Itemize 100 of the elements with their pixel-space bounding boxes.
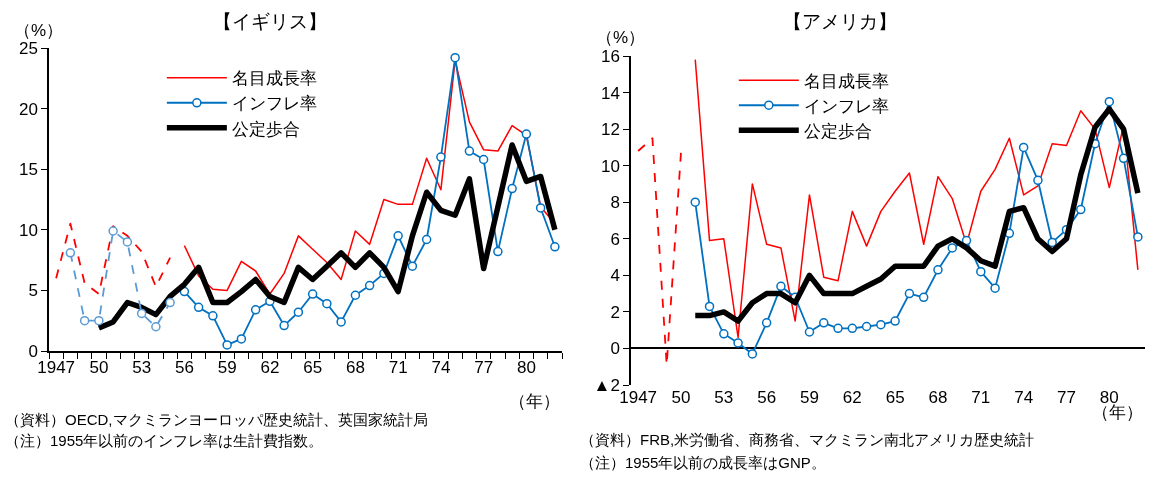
y-tick-label: 20	[18, 99, 38, 119]
point	[933, 265, 943, 275]
point	[350, 290, 361, 300]
point	[65, 248, 76, 258]
point	[407, 261, 418, 271]
x-tick-label: 59	[217, 358, 237, 378]
point	[833, 323, 843, 334]
y-tick-label: 0	[28, 341, 38, 361]
point	[535, 203, 546, 213]
point	[108, 226, 118, 236]
point	[94, 315, 104, 326]
y-tick-label: 2	[610, 302, 620, 322]
point	[904, 288, 915, 299]
point	[1118, 153, 1129, 164]
y-tick-label: 4	[610, 266, 620, 286]
point	[976, 266, 986, 277]
y-tick-label: 5	[28, 281, 38, 301]
point	[493, 246, 503, 257]
x-tick-label: 77	[1057, 388, 1076, 407]
x-tick-label: 74	[431, 358, 451, 378]
point	[307, 289, 318, 299]
point	[947, 243, 957, 253]
point	[733, 338, 743, 348]
y-tick-label: 14	[600, 83, 620, 103]
x-tick-label: 74	[1014, 388, 1034, 407]
point	[776, 281, 786, 292]
y-tick-label: 6	[610, 229, 620, 249]
text: （注）1955年以前のインフレ率は生計費指数。	[5, 432, 324, 449]
point	[861, 321, 872, 332]
y-axis-title: （%）	[14, 21, 64, 40]
legend-label: インフレ率	[803, 96, 889, 116]
point	[890, 316, 900, 326]
x-tick-label: 1947	[619, 388, 658, 407]
point	[918, 292, 929, 303]
point	[876, 319, 886, 330]
y-tick-label: 8	[610, 193, 620, 213]
point	[478, 154, 489, 165]
legend-label: 名目成長率	[231, 69, 317, 89]
point	[961, 235, 972, 246]
point	[1133, 232, 1143, 242]
point	[690, 197, 700, 207]
x-tick-label: 59	[800, 388, 819, 407]
point	[208, 311, 218, 321]
point	[507, 183, 517, 194]
legend-label: インフレ率	[231, 94, 317, 114]
point	[1104, 96, 1115, 107]
point	[804, 327, 815, 337]
point	[136, 308, 147, 319]
y-tick-label: 10	[600, 156, 620, 176]
legend-label: 公定歩合	[231, 119, 300, 139]
point	[1047, 237, 1057, 248]
x-tick-label: 71	[971, 388, 991, 407]
point	[1033, 175, 1043, 186]
legend-label: 名目成長率	[803, 71, 889, 91]
point	[1076, 204, 1086, 215]
x-tick-label: 62	[842, 388, 862, 407]
x-tick-label: 65	[303, 358, 323, 378]
y-tick-label: 25	[18, 38, 38, 58]
x-tick-label: 68	[345, 358, 365, 378]
point	[165, 297, 175, 308]
point	[364, 280, 375, 291]
chart-title: 【イギリス】	[213, 11, 328, 33]
point	[336, 317, 346, 327]
x-tick-label: 53	[714, 388, 734, 407]
x-tick-label: 56	[174, 358, 194, 378]
x-tick-label: 77	[474, 358, 494, 378]
x-axis-title: （年）	[1092, 403, 1143, 422]
point	[421, 234, 432, 245]
x-tick-label: 71	[388, 358, 408, 378]
text: （資料）FRB,米労働省、商務省、マクミラン南北アメリカ歴史統計	[580, 431, 1035, 448]
point	[990, 283, 1000, 293]
point	[250, 305, 261, 315]
point	[761, 318, 772, 328]
point	[193, 302, 204, 313]
point	[222, 340, 232, 350]
point	[450, 52, 460, 63]
point	[550, 242, 560, 252]
legend-label: 公定歩合	[803, 121, 872, 141]
y-tick-label: 10	[18, 220, 38, 240]
x-tick-label: 65	[885, 388, 905, 407]
x-tick-label: 56	[757, 388, 777, 407]
point	[704, 301, 715, 312]
point	[122, 237, 133, 247]
x-tick-label: 62	[260, 358, 280, 378]
point	[293, 307, 304, 317]
x-tick-label: 50	[89, 358, 109, 378]
chart-title: 【アメリカ】	[783, 11, 898, 33]
y-tick-label: 12	[600, 120, 620, 140]
line-series	[55, 222, 172, 295]
point	[464, 146, 475, 156]
x-tick-label: 1947	[37, 358, 76, 378]
x-tick-label: 53	[132, 358, 152, 378]
y-tick-label: ▲2	[593, 375, 620, 395]
point	[819, 318, 829, 328]
y-tick-label: 15	[18, 160, 38, 180]
y-tick-label: 16	[600, 46, 620, 66]
text: （注）1955年以前の成長率はGNP。	[580, 454, 826, 471]
y-tick-label: 0	[610, 339, 620, 359]
point	[151, 322, 161, 332]
point	[436, 152, 446, 162]
